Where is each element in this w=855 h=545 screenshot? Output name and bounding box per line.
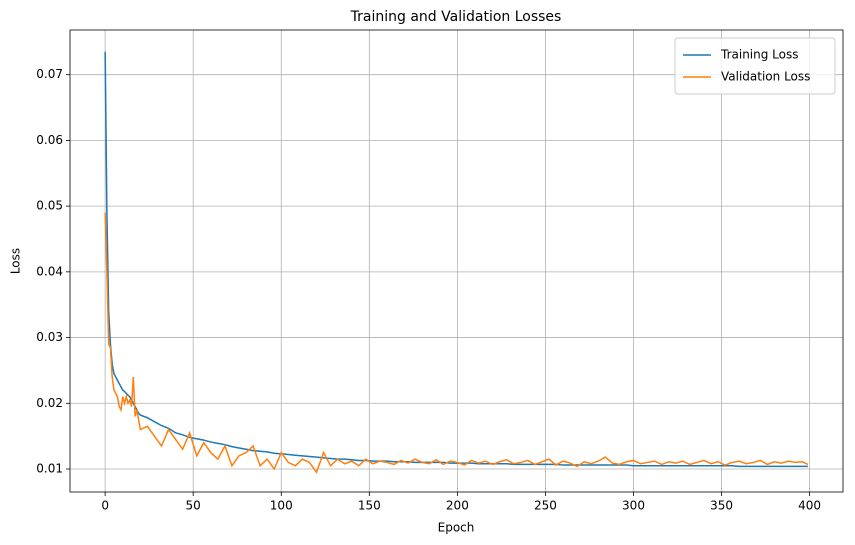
- legend-box: [674, 37, 836, 95]
- legend: Training Loss Validation Loss: [674, 37, 836, 95]
- data-line: [104, 212, 809, 474]
- y-axis-label: Loss: [9, 248, 23, 274]
- x-tick-label: 400: [798, 499, 821, 513]
- y-tick-label: 0.04: [36, 264, 63, 278]
- x-tick-label: 250: [534, 499, 557, 513]
- x-tick-label: 200: [446, 499, 469, 513]
- x-tick-label: 100: [270, 499, 293, 513]
- y-tick-label: 0.02: [36, 396, 63, 410]
- x-tick-label: 50: [186, 499, 201, 513]
- x-tick-label: 300: [622, 499, 645, 513]
- chart-title: Training and Validation Losses: [350, 9, 562, 25]
- y-tick-label: 0.03: [36, 330, 63, 344]
- y-tick-label: 0.01: [36, 461, 63, 475]
- data-line: [104, 51, 808, 468]
- y-tick-label: 0.07: [36, 67, 63, 81]
- legend-label: Training Loss: [720, 48, 798, 62]
- y-tick-label: 0.05: [36, 199, 63, 213]
- x-tick-label: 350: [710, 499, 733, 513]
- x-tick-label: 0: [101, 499, 109, 513]
- y-tick-label: 0.06: [36, 133, 63, 147]
- x-tick-label: 150: [358, 499, 381, 513]
- x-axis-label: Epoch: [438, 521, 475, 535]
- legend-label: Validation Loss: [721, 70, 810, 84]
- plot-frame: [69, 29, 844, 493]
